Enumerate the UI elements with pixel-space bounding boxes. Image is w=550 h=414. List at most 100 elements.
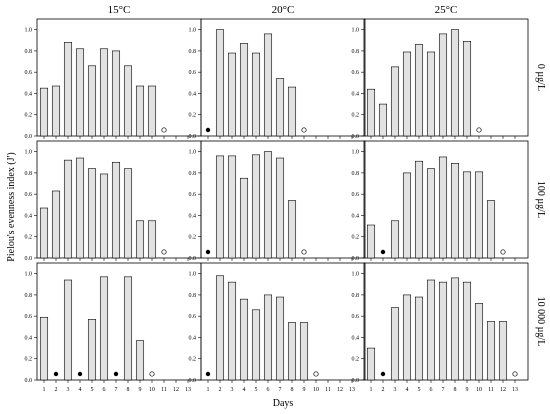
bar — [147, 85, 157, 137]
y-tick-label: 0.2 — [25, 113, 33, 119]
bar — [366, 224, 376, 259]
y-tick-label: 0.6 — [25, 70, 33, 76]
x-tick-label: 9 — [139, 387, 142, 393]
bar — [251, 154, 261, 259]
y-tick-label: 0.6 — [352, 314, 360, 320]
x-tick-label: 12 — [337, 387, 343, 393]
bar — [99, 48, 109, 137]
bar — [239, 298, 249, 381]
bar — [239, 43, 249, 137]
x-tick-label: 5 — [91, 387, 94, 393]
bar — [111, 161, 121, 259]
bar — [135, 85, 145, 137]
bar — [450, 277, 460, 381]
x-tick-label: 2 — [382, 387, 385, 393]
row-label: 0 µg/L — [535, 64, 546, 91]
filled-marker — [53, 371, 59, 377]
y-tick-label: 0.2 — [189, 113, 197, 119]
x-tick-label: 5 — [255, 387, 258, 393]
x-tick-label: 11 — [325, 387, 331, 393]
bar — [366, 88, 376, 137]
bar — [402, 51, 412, 137]
x-tick-label: 5 — [418, 387, 421, 393]
x-tick-label: 7 — [279, 387, 282, 393]
open-marker — [301, 127, 307, 133]
bar — [263, 294, 273, 381]
bar — [426, 168, 436, 259]
y-tick-label: 1.0 — [352, 28, 360, 34]
y-tick-label: 1.0 — [352, 272, 360, 278]
x-tick-label: 2 — [55, 387, 58, 393]
x-tick-label: 10 — [313, 387, 319, 393]
y-tick-label: 0.6 — [189, 70, 197, 76]
y-tick-label: 0.8 — [25, 171, 33, 177]
y-tick-label: 1.0 — [25, 150, 33, 156]
y-tick-label: 0.2 — [25, 357, 33, 363]
bar — [402, 172, 412, 259]
y-tick-label: 0.0 — [189, 378, 197, 384]
bar — [287, 322, 297, 381]
y-tick-label: 0.6 — [352, 192, 360, 198]
x-tick-label: 11 — [488, 387, 494, 393]
bar — [462, 41, 472, 137]
x-tick-label: 8 — [454, 387, 457, 393]
y-tick-label: 0.6 — [189, 314, 197, 320]
bar — [251, 52, 261, 137]
bar — [426, 279, 436, 381]
open-marker — [476, 127, 482, 133]
y-tick-label: 1.0 — [189, 28, 197, 34]
y-tick-label: 0.6 — [189, 192, 197, 198]
bar — [75, 157, 85, 259]
y-tick-label: 0.8 — [189, 49, 197, 55]
bar — [111, 50, 121, 137]
filled-marker — [205, 127, 211, 133]
open-marker — [149, 371, 155, 377]
x-tick-label: 4 — [243, 387, 246, 393]
open-marker — [313, 371, 319, 377]
bar — [123, 276, 133, 381]
bar — [147, 220, 157, 259]
y-tick-label: 0.2 — [189, 357, 197, 363]
y-tick-label: 0.4 — [189, 213, 197, 219]
bar — [390, 220, 400, 259]
bar — [63, 159, 73, 259]
bar — [51, 190, 61, 259]
x-tick-label: 1 — [43, 387, 46, 393]
x-tick-label: 1 — [370, 387, 373, 393]
bar — [438, 33, 448, 137]
bar — [450, 29, 460, 137]
y-tick-label: 0.8 — [189, 171, 197, 177]
bar — [39, 207, 49, 259]
filled-marker — [380, 249, 386, 255]
open-marker — [301, 249, 307, 255]
y-tick-label: 0.2 — [25, 235, 33, 241]
bar — [414, 44, 424, 137]
y-tick-label: 0.0 — [352, 256, 360, 262]
bar — [39, 316, 49, 381]
x-tick-label: 13 — [349, 387, 355, 393]
x-tick-label: 13 — [185, 387, 191, 393]
y-tick-label: 0.4 — [352, 335, 360, 341]
filled-marker — [77, 371, 83, 377]
y-tick-label: 0.0 — [25, 256, 33, 262]
bar — [215, 155, 225, 259]
bar — [474, 171, 484, 259]
bar — [135, 340, 145, 381]
y-tick-label: 0.2 — [352, 357, 360, 363]
bar — [251, 309, 261, 381]
bar — [227, 155, 237, 259]
column-title: 15°C — [108, 4, 131, 16]
y-tick-label: 0.4 — [352, 91, 360, 97]
bar — [402, 294, 412, 381]
y-tick-label: 0.8 — [352, 293, 360, 299]
y-tick-label: 1.0 — [352, 150, 360, 156]
x-tick-label: 13 — [512, 387, 518, 393]
bar — [99, 276, 109, 381]
bar — [287, 200, 297, 259]
y-tick-label: 0.8 — [25, 293, 33, 299]
x-tick-label: 2 — [219, 387, 222, 393]
bar — [426, 51, 436, 137]
filled-marker — [113, 371, 119, 377]
bar — [486, 321, 496, 381]
bar — [462, 171, 472, 259]
